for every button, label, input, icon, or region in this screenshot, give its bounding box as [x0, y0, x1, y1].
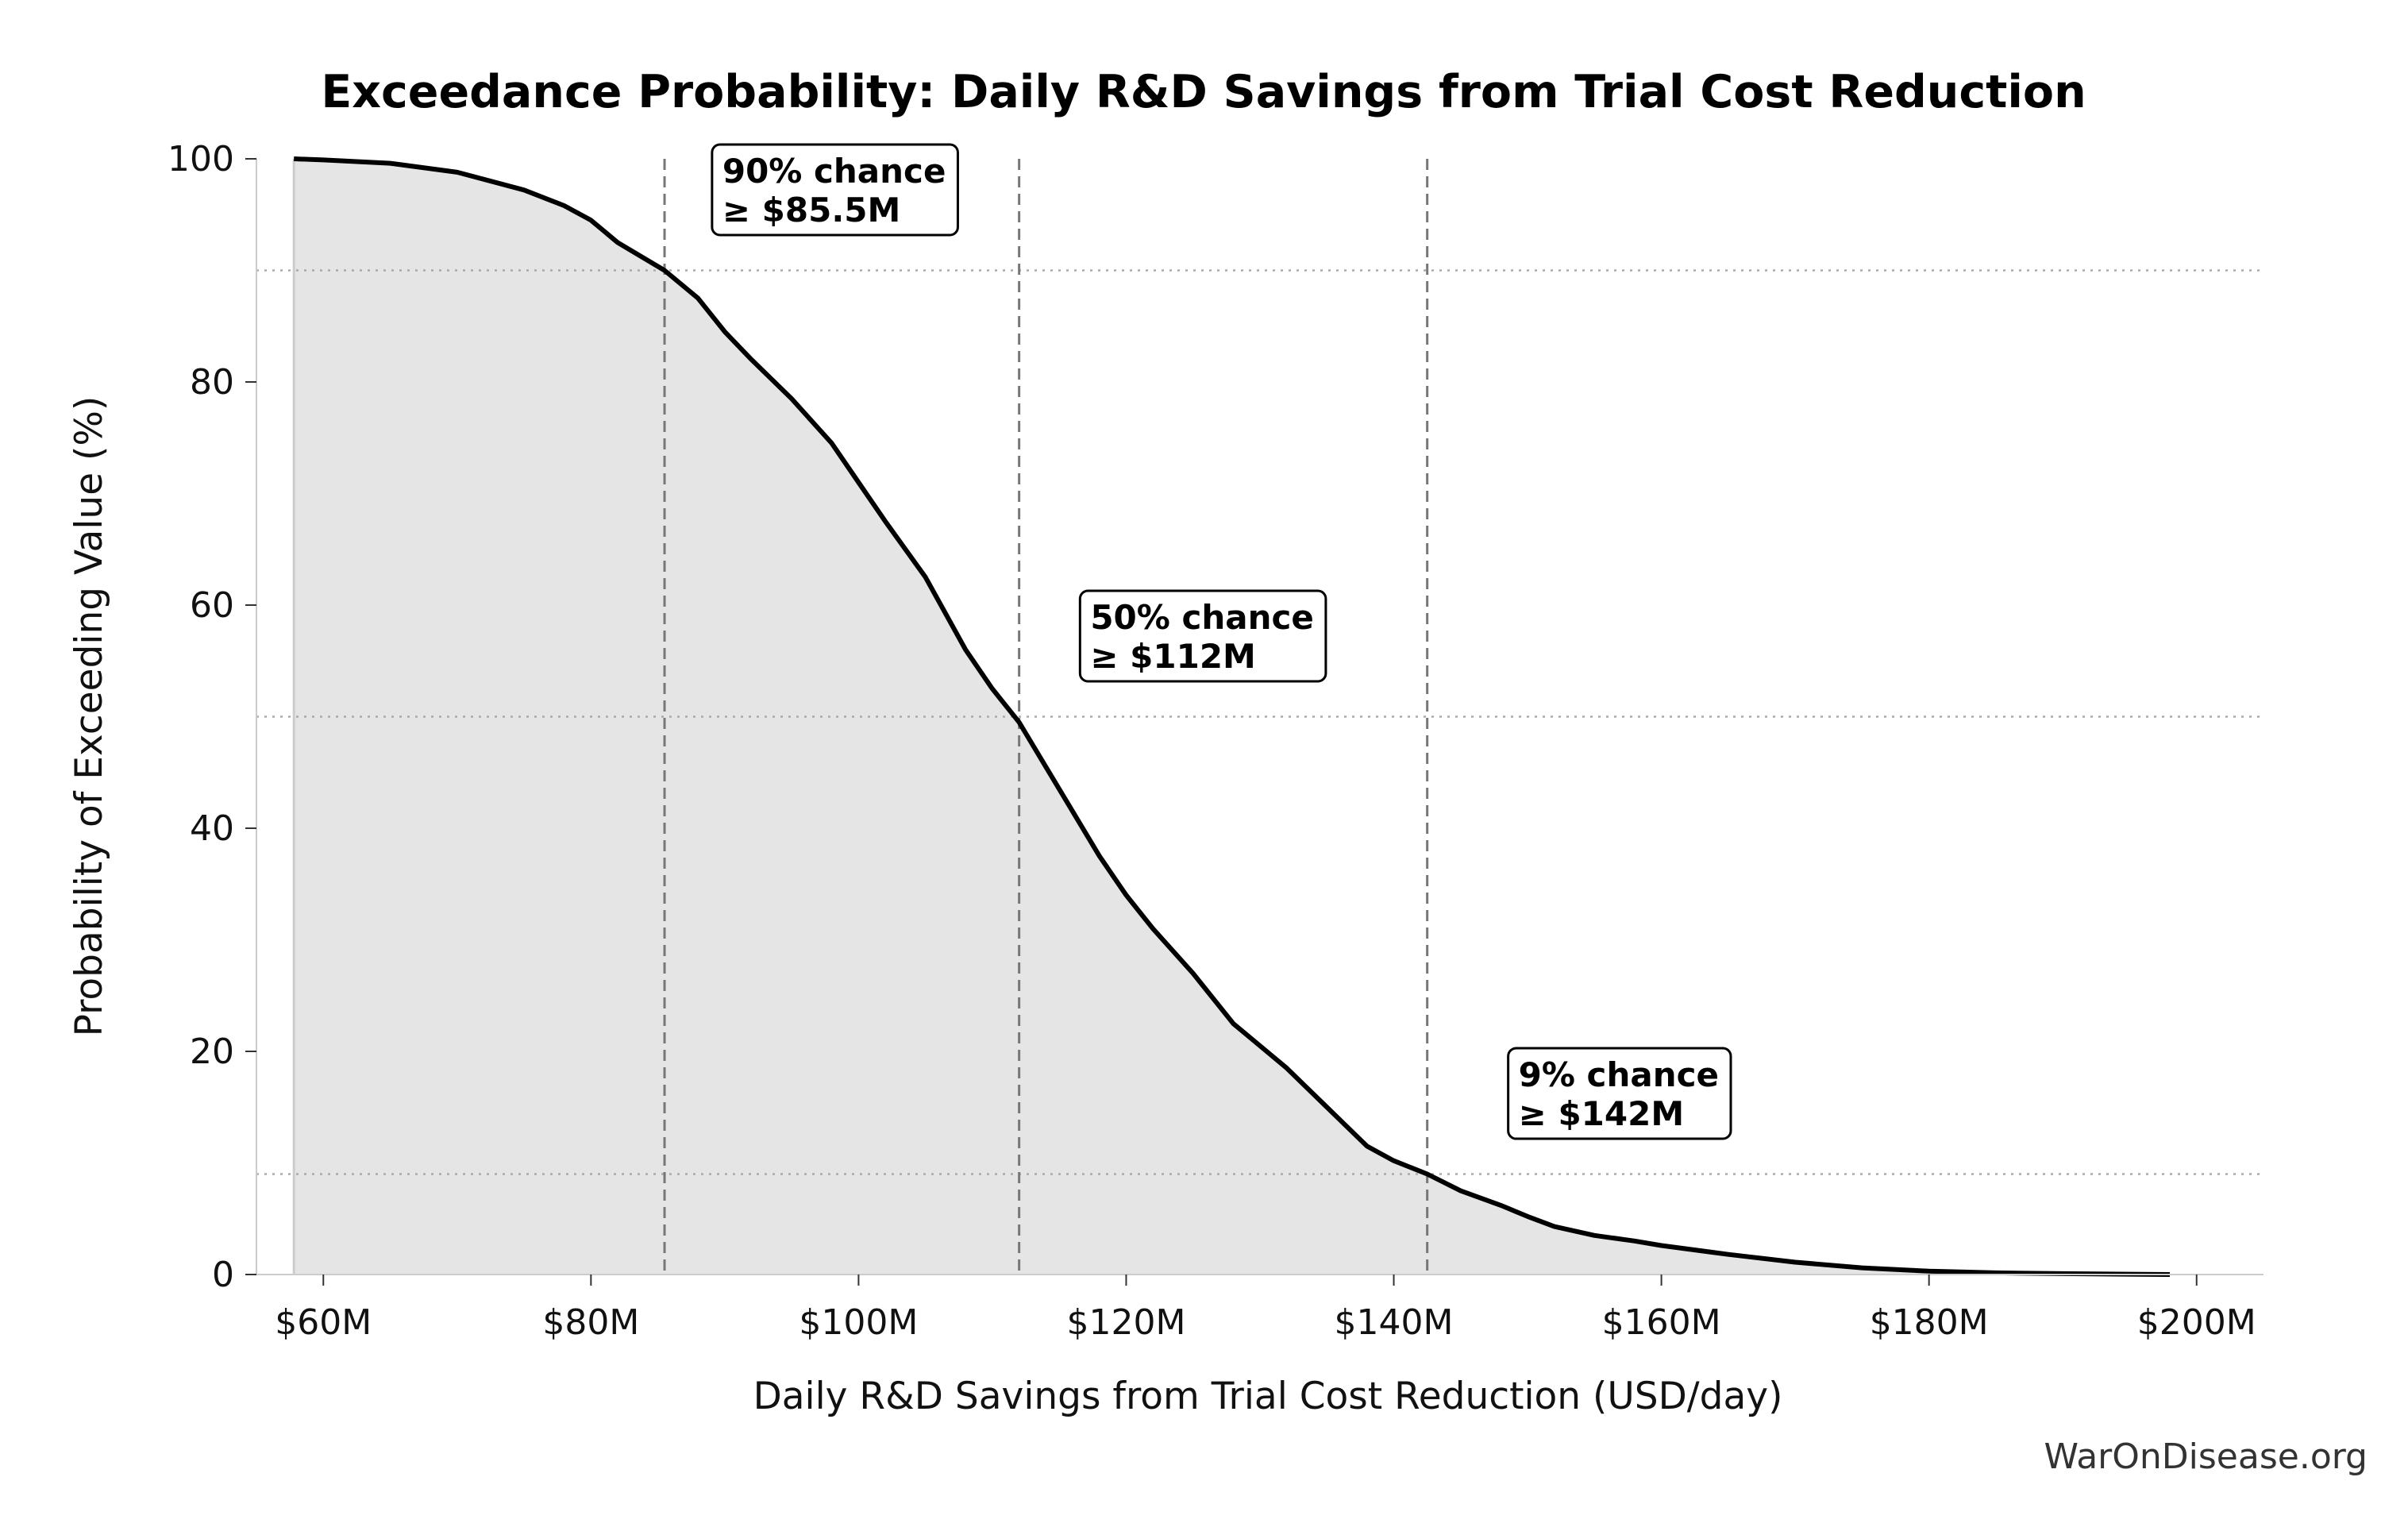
credit-text: WarOnDisease.org	[2044, 1437, 2368, 1477]
value-reference-lines	[663, 159, 1429, 1275]
annotation-frame	[1507, 1047, 1732, 1140]
annotations: 90% chance≥ $85.5M 50% chance≥ $112M 9% ch…	[711, 143, 1732, 1140]
x-tick-label: $200M	[2137, 1302, 2256, 1343]
exceedance-curve	[294, 156, 2171, 1277]
y-tick-label: 0	[212, 1255, 234, 1295]
annotation-line-1: 50% chance	[1090, 598, 1314, 637]
y-ticks: 0 20 40 60 80 100	[168, 139, 256, 1295]
x-axis-label: Daily R&D Savings from Trial Cost Reduct…	[753, 1375, 1783, 1418]
y-tick-label: 80	[190, 362, 234, 403]
x-tick-label: $160M	[1602, 1302, 1721, 1343]
annotation-line-1: 9% chance	[1519, 1055, 1719, 1094]
y-tick-label: 20	[190, 1032, 234, 1072]
y-tick-label: 100	[168, 139, 234, 179]
y-axis-label: Probability of Exceeding Value (%)	[67, 396, 111, 1037]
annotation-frame	[711, 143, 959, 237]
annotation-line-2: ≥ $112M	[1090, 637, 1256, 676]
x-tick-label: $120M	[1066, 1302, 1185, 1343]
annotation-box: 90% chance≥ $85.5M	[711, 143, 959, 237]
x-tick-label: $180M	[1870, 1302, 1989, 1343]
x-tick-label: $80M	[542, 1302, 639, 1343]
annotation-box: 9% chance≥ $142M	[1507, 1047, 1732, 1140]
axes: $60M $80M $100M $120M $140M $160M $180M $200M 0…	[168, 139, 2264, 1343]
annotation-box: 50% chance≥ $112M	[1078, 589, 1327, 683]
x-tick-label: $60M	[275, 1302, 372, 1343]
probability-reference-lines	[256, 269, 2264, 1175]
chart-title: Exceedance Probability: Daily R&D Saving…	[321, 66, 2086, 118]
plot-area	[256, 156, 2264, 1277]
x-tick-label: $100M	[799, 1302, 918, 1343]
annotation-line-1: 90% chance	[722, 152, 946, 191]
y-tick-label: 40	[190, 808, 234, 849]
area-fill	[294, 159, 2171, 1275]
annotation-line-2: ≥ $85.5M	[722, 191, 900, 229]
y-tick-label: 60	[190, 585, 234, 626]
x-tick-label: $140M	[1335, 1302, 1454, 1343]
annotation-line-2: ≥ $142M	[1519, 1094, 1685, 1133]
annotation-frame	[1078, 589, 1327, 683]
x-ticks: $60M $80M $100M $120M $140M $160M $180M $200M	[275, 1275, 2256, 1343]
